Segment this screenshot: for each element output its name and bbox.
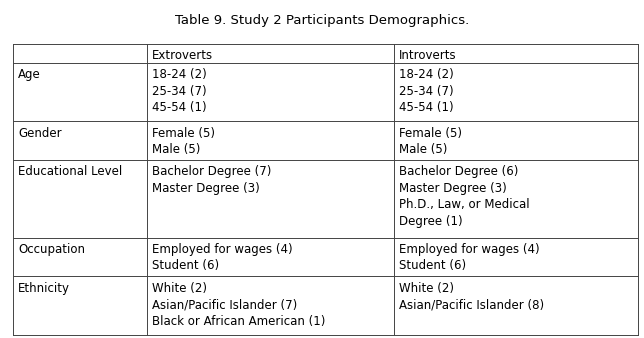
Text: White (2)
Asian/Pacific Islander (8): White (2) Asian/Pacific Islander (8): [399, 282, 544, 311]
Text: Employed for wages (4)
Student (6): Employed for wages (4) Student (6): [153, 243, 293, 272]
Text: Ethnicity: Ethnicity: [18, 282, 70, 294]
Text: Employed for wages (4)
Student (6): Employed for wages (4) Student (6): [399, 243, 540, 272]
Text: Introverts: Introverts: [399, 49, 457, 62]
Text: 18-24 (2)
25-34 (7)
45-54 (1): 18-24 (2) 25-34 (7) 45-54 (1): [153, 68, 207, 114]
Text: White (2)
Asian/Pacific Islander (7)
Black or African American (1): White (2) Asian/Pacific Islander (7) Bla…: [153, 282, 326, 328]
Text: 18-24 (2)
25-34 (7)
45-54 (1): 18-24 (2) 25-34 (7) 45-54 (1): [399, 68, 454, 114]
Text: Gender: Gender: [18, 126, 62, 140]
Text: Female (5)
Male (5): Female (5) Male (5): [153, 126, 215, 156]
Text: Female (5)
Male (5): Female (5) Male (5): [399, 126, 462, 156]
Text: Extroverts: Extroverts: [153, 49, 213, 62]
Text: Bachelor Degree (7)
Master Degree (3): Bachelor Degree (7) Master Degree (3): [153, 165, 272, 195]
Text: Educational Level: Educational Level: [18, 165, 122, 178]
Text: Age: Age: [18, 68, 41, 81]
Text: Occupation: Occupation: [18, 243, 85, 256]
Text: Bachelor Degree (6)
Master Degree (3)
Ph.D., Law, or Medical
Degree (1): Bachelor Degree (6) Master Degree (3) Ph…: [399, 165, 530, 228]
Text: Table 9. Study 2 Participants Demographics.: Table 9. Study 2 Participants Demographi…: [175, 14, 469, 26]
